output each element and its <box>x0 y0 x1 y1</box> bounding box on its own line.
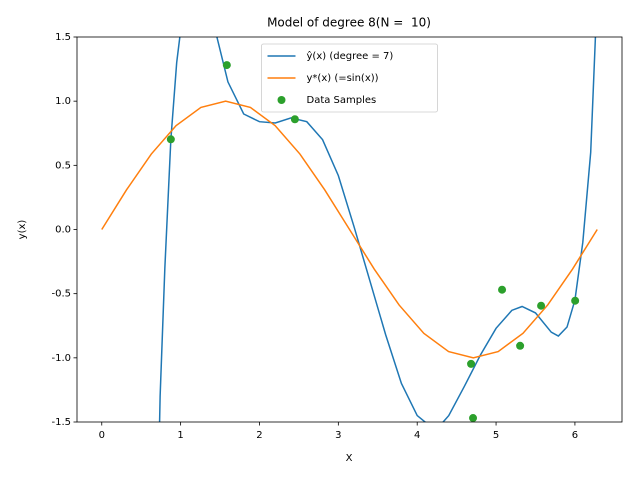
x-tick-label: 6 <box>572 430 578 441</box>
data-point <box>166 135 175 144</box>
legend-label: Data Samples <box>307 95 377 106</box>
plot-area <box>101 37 598 422</box>
legend-label: y*(x) (=sin(x)) <box>307 73 379 84</box>
line-series <box>158 37 597 422</box>
y-axis-label: y(x) <box>17 220 28 240</box>
data-point <box>467 359 476 368</box>
x-tick-label: 3 <box>335 430 341 441</box>
legend-label: ŷ(x) (degree = 7) <box>307 50 394 62</box>
data-point <box>469 414 478 422</box>
y-tick-label: 0.5 <box>55 160 71 171</box>
y-tick-label: -1.5 <box>51 417 71 428</box>
legend-marker <box>277 96 286 104</box>
data-point <box>498 285 507 294</box>
y-tick-label: 1.5 <box>55 32 71 43</box>
x-tick-label: 4 <box>414 430 420 441</box>
x-tick-label: 2 <box>256 430 262 441</box>
y-tick-label: -1.0 <box>51 353 71 364</box>
y-tick-label: 0.0 <box>55 225 71 236</box>
legend-box <box>261 43 438 113</box>
data-point <box>537 301 546 310</box>
y-tick-label: 1.0 <box>55 96 71 107</box>
chart-title: Model of degree 8(N = 10) <box>267 16 431 30</box>
line-series <box>101 100 598 359</box>
data-point <box>516 341 525 350</box>
x-axis-label: X <box>346 453 353 464</box>
x-tick-label: 1 <box>177 430 183 441</box>
x-tick-label: 0 <box>99 430 105 441</box>
data-point <box>571 296 580 305</box>
data-point <box>222 61 231 70</box>
y-tick-label: -0.5 <box>51 289 71 300</box>
x-tick-label: 5 <box>493 430 499 441</box>
data-point <box>290 115 299 124</box>
